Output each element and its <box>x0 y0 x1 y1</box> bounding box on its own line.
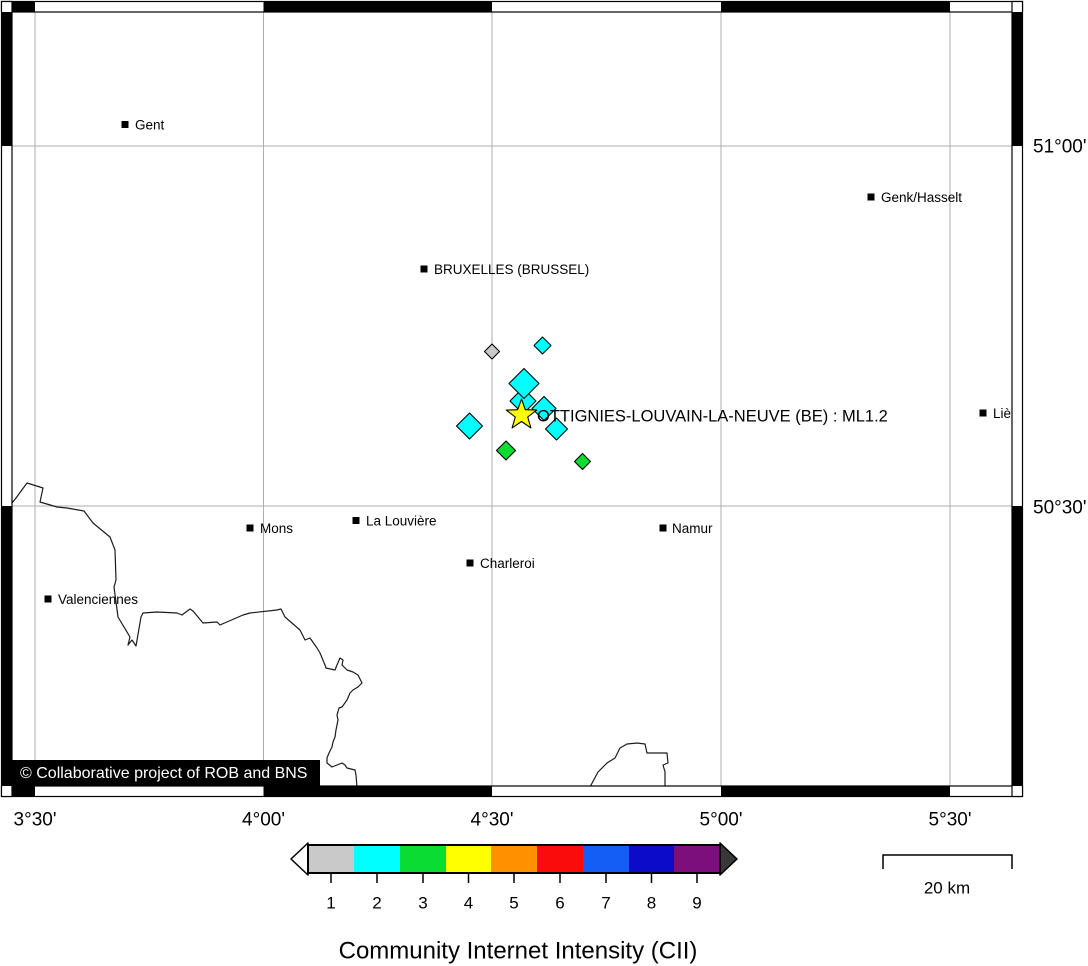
colorbar-value: 7 <box>601 894 610 913</box>
colorbar-segment-9 <box>674 845 720 873</box>
colorbar-values: 1 2 3 4 5 6 7 8 9 <box>326 894 701 913</box>
intensity-marker-diamond <box>495 440 517 461</box>
y-axis-label: 50°30' <box>1033 498 1087 519</box>
city-label: Gent <box>135 118 165 133</box>
copyright-box <box>12 760 320 786</box>
city-marker-bruxelles: BRUXELLES (BRUSSEL) <box>420 262 589 277</box>
city-marker-liege: Liège <box>979 406 1026 421</box>
city-marker-gent: Gent <box>121 118 165 133</box>
country-border-line-givet <box>589 742 669 786</box>
city-square-icon <box>867 193 875 201</box>
colorbar-value: 6 <box>555 894 564 913</box>
colorbar-value: 1 <box>326 894 335 913</box>
axis-labels: 3°30' 4°00' 4°30' 5°00' 5°30' 51°00' 50°… <box>14 137 1087 831</box>
city-label: Charleroi <box>480 556 535 571</box>
city-label: BRUXELLES (BRUSSEL) <box>434 262 589 277</box>
epicenter-star-icon <box>505 398 538 429</box>
y-axis-label: 51°00' <box>1033 137 1087 158</box>
city-label: Genk/Hasselt <box>881 190 962 205</box>
colorbar-value: 3 <box>418 894 427 913</box>
graticule <box>12 12 1012 786</box>
colorbar-segment-6 <box>537 845 583 873</box>
city-marker-mons: Mons <box>246 521 293 536</box>
colorbar-value: 8 <box>647 894 656 913</box>
city-square-icon <box>246 524 254 532</box>
colorbar-value: 5 <box>509 894 518 913</box>
colorbar-title: Community Internet Intensity (CII) <box>339 938 698 965</box>
intensity-colorbar: 1 2 3 4 5 6 7 8 9 Community Internet Int… <box>290 842 738 965</box>
city-square-icon <box>44 595 52 603</box>
city-label: Liège <box>993 406 1026 421</box>
scalebar-bracket <box>882 854 1013 869</box>
intensity-marker-diamond <box>483 343 501 360</box>
city-marker-la-louviere: La Louvière <box>352 514 437 529</box>
city-marker-namur: Namur <box>659 521 713 536</box>
colorbar-value: 9 <box>692 894 701 913</box>
intensity-observations <box>455 336 592 471</box>
city-square-icon <box>979 409 987 417</box>
map-content: Gent Genk/Hasselt BRUXELLES (BRUSSEL) Li… <box>12 118 1026 786</box>
x-axis-label: 5°30' <box>929 810 972 831</box>
city-marker-charleroi: Charleroi <box>466 556 535 571</box>
colorbar-value: 2 <box>372 894 381 913</box>
city-square-icon <box>466 559 474 567</box>
colorbar-ticks <box>330 873 698 883</box>
city-label: La Louvière <box>366 514 437 529</box>
colorbar-value: 4 <box>464 894 473 913</box>
scalebar-label: 20 km <box>924 879 970 898</box>
map-frame <box>0 0 1024 798</box>
city-square-icon <box>420 265 428 273</box>
city-label: Mons <box>260 521 293 536</box>
colorbar-segment-3 <box>400 845 446 873</box>
colorbar-segment-2 <box>354 845 400 873</box>
city-label: Namur <box>672 521 713 536</box>
colorbar-segment-5 <box>491 845 537 873</box>
city-label: Valenciennes <box>58 592 138 607</box>
event-label: OTTIGNIES-LOUVAIN-LA-NEUVE (BE) : ML1.2 <box>537 408 888 426</box>
x-axis-label: 4°30' <box>471 810 514 831</box>
colorbar-segment-1 <box>308 845 354 873</box>
city-square-icon <box>352 517 360 524</box>
intensity-marker-diamond <box>508 367 540 400</box>
country-border-line <box>12 482 363 786</box>
city-square-icon <box>121 121 129 128</box>
city-square-icon <box>659 524 667 532</box>
colorbar-segment-4 <box>446 845 491 873</box>
city-marker-genk-hasselt: Genk/Hasselt <box>867 190 962 205</box>
intensity-marker-diamond <box>455 412 484 440</box>
intensity-marker-diamond <box>533 336 552 355</box>
colorbar-segment-8 <box>629 845 674 873</box>
intensity-marker-diamond <box>544 417 569 441</box>
x-axis-label: 4°00' <box>242 810 285 831</box>
colorbar-right-arrow-icon <box>719 842 738 876</box>
intensity-marker-diamond <box>531 395 557 422</box>
intensity-marker-diamond <box>573 452 592 471</box>
city-marker-valenciennes: Valenciennes <box>44 592 138 607</box>
distance-scalebar: 20 km <box>882 854 1013 898</box>
x-axis-label: 5°00' <box>700 810 743 831</box>
x-axis-label: 3°30' <box>14 810 57 831</box>
colorbar-left-arrow-icon <box>290 842 309 876</box>
colorbar-segment-7 <box>583 845 629 873</box>
copyright-text: © Collaborative project of ROB and BNS <box>20 765 307 782</box>
